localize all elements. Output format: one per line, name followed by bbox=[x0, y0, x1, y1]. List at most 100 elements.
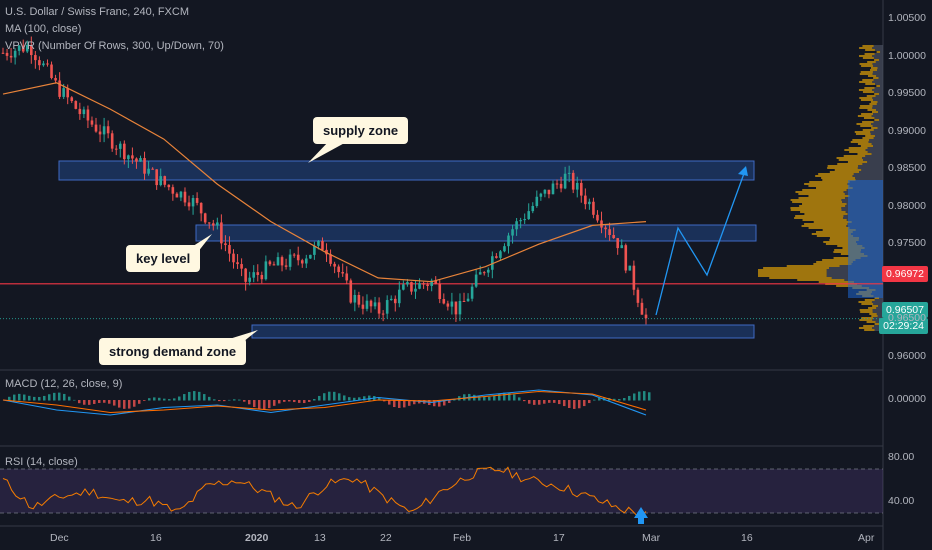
macd-histogram-bar bbox=[133, 400, 136, 407]
macd-histogram-bar bbox=[113, 400, 116, 406]
candle-body bbox=[579, 182, 583, 196]
macd-histogram-bar bbox=[148, 398, 151, 401]
volume-profile-bar bbox=[865, 135, 875, 137]
volume-profile-bar bbox=[833, 257, 861, 259]
volume-profile-bar bbox=[873, 129, 883, 131]
volume-profile-bar bbox=[878, 59, 883, 61]
candle-body bbox=[584, 195, 587, 205]
volume-profile-bar bbox=[852, 139, 870, 141]
candle-body bbox=[139, 158, 142, 162]
candle-body bbox=[503, 246, 506, 252]
volume-profile-bar bbox=[874, 117, 883, 119]
volume-profile-bar bbox=[860, 125, 873, 127]
macd-histogram-bar bbox=[263, 400, 266, 410]
candle-body bbox=[179, 191, 183, 198]
macd-histogram-bar bbox=[28, 395, 31, 401]
macd-histogram-bar bbox=[543, 400, 546, 404]
volume-profile-bar bbox=[859, 47, 873, 49]
macd-histogram-bar bbox=[38, 396, 41, 401]
macd-histogram-bar bbox=[363, 396, 366, 401]
rsi-axis-tick: 80.00 bbox=[888, 451, 915, 463]
candle-body bbox=[361, 304, 365, 309]
macd-histogram-bar bbox=[23, 394, 26, 401]
candle-body bbox=[333, 263, 336, 267]
macd-histogram-bar bbox=[358, 397, 361, 401]
volume-profile-bar bbox=[808, 227, 850, 229]
volume-profile-bar bbox=[792, 201, 843, 203]
volume-profile-bar bbox=[816, 235, 854, 237]
macd-histogram-bar bbox=[443, 400, 446, 406]
candle-body bbox=[5, 52, 9, 56]
candle-body bbox=[272, 264, 276, 266]
macd-histogram-bar bbox=[18, 393, 21, 401]
volume-profile-bar bbox=[874, 135, 883, 137]
volume-profile-bar bbox=[879, 93, 883, 95]
volume-profile-bar bbox=[878, 77, 883, 79]
macd-histogram-bar bbox=[203, 394, 206, 401]
volume-profile-bar bbox=[794, 217, 843, 219]
macd-histogram-bar bbox=[628, 395, 631, 401]
volume-profile-bar bbox=[873, 99, 883, 101]
macd-histogram-bar bbox=[643, 391, 646, 401]
candle-body bbox=[232, 253, 235, 263]
candle-body bbox=[616, 238, 619, 249]
volume-profile-bar bbox=[865, 149, 883, 151]
volume-profile-bar bbox=[871, 153, 883, 155]
candle-body bbox=[604, 227, 607, 230]
macd-histogram-bar bbox=[488, 396, 491, 401]
volume-profile-bar bbox=[876, 313, 883, 315]
candle-body bbox=[458, 300, 462, 315]
macd-histogram-bar bbox=[33, 396, 36, 401]
volume-profile-bar bbox=[827, 167, 858, 169]
macd-histogram-bar bbox=[498, 393, 501, 401]
candle-body bbox=[70, 97, 74, 102]
candle-body bbox=[438, 283, 442, 300]
candle-body bbox=[434, 280, 438, 284]
candle-body bbox=[414, 288, 417, 292]
volume-profile-bar bbox=[860, 71, 873, 73]
macd-histogram-bar bbox=[553, 400, 556, 403]
macd-histogram-bar bbox=[518, 397, 521, 401]
countdown-tag: 02:29:24 bbox=[879, 318, 928, 334]
volume-profile-bar bbox=[795, 215, 844, 217]
macd-histogram-bar bbox=[508, 392, 511, 401]
candle-body bbox=[398, 289, 401, 304]
macd-histogram-bar bbox=[153, 397, 156, 401]
macd-histogram-bar bbox=[333, 391, 336, 401]
volume-profile-bar bbox=[878, 305, 883, 307]
supply-zone-box bbox=[58, 160, 755, 181]
candle-body bbox=[486, 269, 490, 273]
volume-profile-bar bbox=[858, 165, 883, 167]
candle-body bbox=[268, 261, 272, 265]
vpvr-legend: VPVR (Number Of Rows, 300, Up/Down, 70) bbox=[5, 40, 224, 52]
volume-profile-bar bbox=[879, 85, 883, 87]
candle-body bbox=[478, 272, 482, 275]
volume-profile-bar bbox=[809, 181, 850, 183]
volume-profile-bar bbox=[877, 101, 883, 103]
candle-body bbox=[191, 198, 195, 207]
volume-profile-bar bbox=[872, 327, 883, 329]
volume-profile-bar bbox=[857, 153, 872, 155]
volume-profile-bar bbox=[800, 211, 846, 213]
volume-profile-bar bbox=[861, 303, 874, 305]
macd-histogram-bar bbox=[613, 398, 616, 401]
volume-profile-bar bbox=[870, 67, 878, 69]
candle-body bbox=[507, 235, 510, 247]
volume-profile-bar bbox=[874, 119, 880, 121]
volume-profile-bar bbox=[859, 97, 873, 99]
macd-histogram-bar bbox=[593, 399, 596, 401]
volume-profile-bar bbox=[860, 99, 874, 101]
candle-body bbox=[426, 284, 429, 286]
macd-histogram-bar bbox=[328, 391, 331, 401]
candle-body bbox=[167, 184, 171, 188]
candle-body bbox=[17, 45, 21, 51]
candle-body bbox=[54, 77, 57, 81]
volume-profile-bar bbox=[802, 189, 847, 191]
macd-histogram-bar bbox=[478, 396, 481, 401]
time-axis-tick: 22 bbox=[380, 532, 392, 544]
macd-histogram-bar bbox=[88, 400, 91, 405]
macd-histogram-bar bbox=[283, 400, 286, 402]
macd-histogram-bar bbox=[138, 400, 141, 404]
volume-profile-bar bbox=[861, 65, 874, 67]
